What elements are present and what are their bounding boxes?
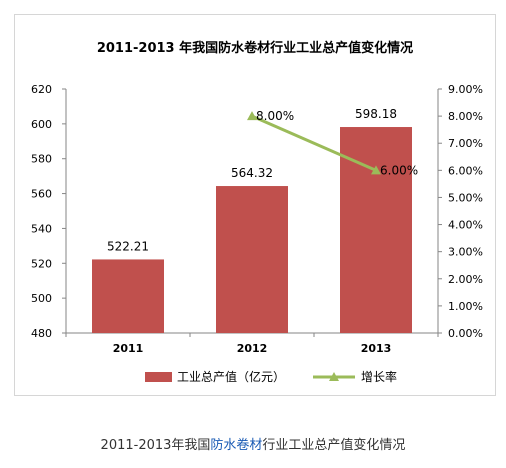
y-right-tick-label: 9.00% (448, 83, 483, 96)
y-right-tick-label: 7.00% (448, 137, 483, 150)
y-left-tick-label: 480 (31, 327, 52, 340)
y-left-tick-label: 560 (31, 188, 52, 201)
bar-data-label: 598.18 (355, 107, 397, 121)
chart-frame: 2011-2013 年我国防水卷材行业工业总产值变化情况 480 500 520 54… (14, 14, 496, 396)
y-left-tick-label: 540 (31, 222, 52, 235)
y-right-tick-label: 4.00% (448, 219, 483, 232)
x-tick-label: 2013 (361, 342, 392, 355)
line-data-label: 6.00% (380, 163, 418, 177)
bar-series: 522.21 564.32 598.18 (92, 107, 412, 333)
line-series: 8.00% 6.00% (247, 109, 418, 177)
chart: 2011-2013 年我国防水卷材行业工业总产值变化情况 480 500 520 54… (31, 40, 483, 384)
y-right-tick-label: 2.00% (448, 273, 483, 286)
y-right-tick-label: 1.00% (448, 300, 483, 313)
y-right-tick-label: 6.00% (448, 164, 483, 177)
growth-line (251, 114, 377, 172)
caption-pre: 2011-2013年我国 (100, 438, 211, 453)
legend-swatch-marker (329, 372, 339, 381)
axes: 480 500 520 540 560 580 600 620 0.00% 1.00% 2.00% 3… (31, 83, 483, 355)
bar-data-label: 522.21 (107, 239, 149, 253)
bar-data-label: 564.32 (231, 166, 273, 180)
caption-post: 行业工业总产值变化情况 (262, 438, 406, 453)
chart-title: 2011-2013 年我国防水卷材行业工业总产值变化情况 (97, 40, 413, 56)
y-left-tick-label: 500 (31, 292, 52, 305)
y-left-tick-label: 600 (31, 118, 52, 131)
legend-label-line: 增长率 (361, 369, 397, 384)
caption-link[interactable]: 防水卷材 (210, 438, 263, 453)
legend: 工业总产值（亿元） 增长率 (145, 369, 397, 384)
line-marker (247, 111, 257, 121)
line-marker (371, 165, 381, 175)
x-tick-label: 2012 (237, 342, 268, 355)
y-left-tick-label: 620 (31, 83, 52, 96)
x-tick-label: 2011 (113, 342, 144, 355)
figure-caption: 2011-2013年我国防水卷材行业工业总产值变化情况 (0, 434, 506, 453)
y-right-tick-label: 8.00% (448, 110, 483, 123)
y-left-tick-label: 520 (31, 257, 52, 270)
bar (92, 259, 164, 333)
y-left-tick-label: 580 (31, 153, 52, 166)
line-data-label: 8.00% (256, 109, 294, 123)
legend-swatch-bar (145, 372, 172, 382)
y-right-tick-label: 5.00% (448, 191, 483, 204)
y-right-tick-label: 3.00% (448, 246, 483, 259)
bar (216, 186, 288, 333)
y-right-tick-label: 0.00% (448, 327, 483, 340)
legend-label-bar: 工业总产值（亿元） (177, 369, 285, 384)
